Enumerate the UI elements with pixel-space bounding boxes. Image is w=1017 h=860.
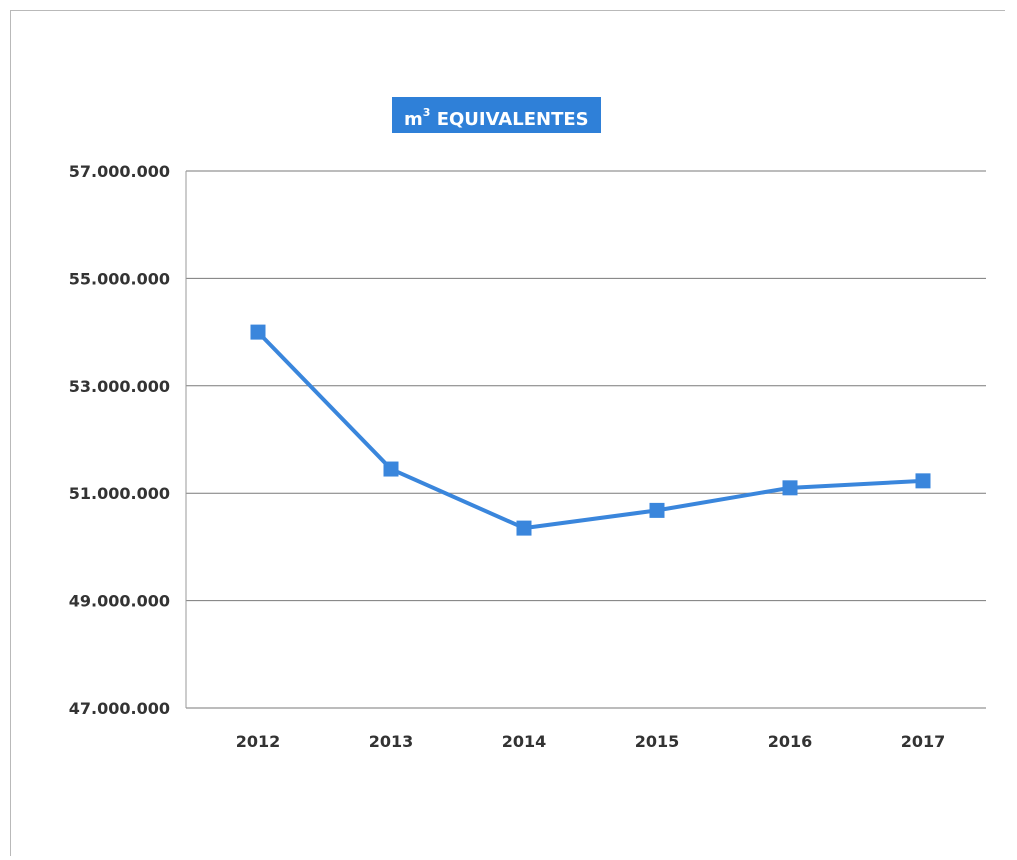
data-point-marker [782,480,798,496]
chart-title-superscript: 3 [422,106,431,119]
series-layer [250,324,931,536]
y-tick-label: 49.000.000 [69,592,170,611]
series-line [256,330,924,531]
x-axis: 2012 2013 2014 2015 2016 2017 [236,732,946,751]
data-point-marker [915,473,931,489]
x-tick-label: 2016 [768,732,813,751]
chart-title-rest: EQUIVALENTES [430,109,589,130]
chart-title: m3 EQUIVALENTES [392,97,601,133]
y-axis: 47.000.000 49.000.000 51.000.000 53.000.000… [69,162,170,718]
y-tick-label: 47.000.000 [69,699,170,718]
data-point-marker [649,502,665,518]
x-tick-label: 2017 [901,732,946,751]
y-tick-label: 57.000.000 [69,162,170,181]
y-tick-label: 51.000.000 [69,484,170,503]
chart-title-main: m [404,109,423,130]
data-point-marker [516,520,532,536]
x-tick-label: 2013 [369,732,414,751]
chart-frame [10,10,1005,856]
y-tick-label: 53.000.000 [69,377,170,396]
data-point-marker [250,324,266,340]
x-tick-label: 2012 [236,732,281,751]
x-tick-label: 2015 [635,732,680,751]
x-tick-label: 2014 [502,732,547,751]
y-tick-label: 55.000.000 [69,269,170,288]
grid-lines [185,170,986,709]
data-point-marker [383,461,399,477]
